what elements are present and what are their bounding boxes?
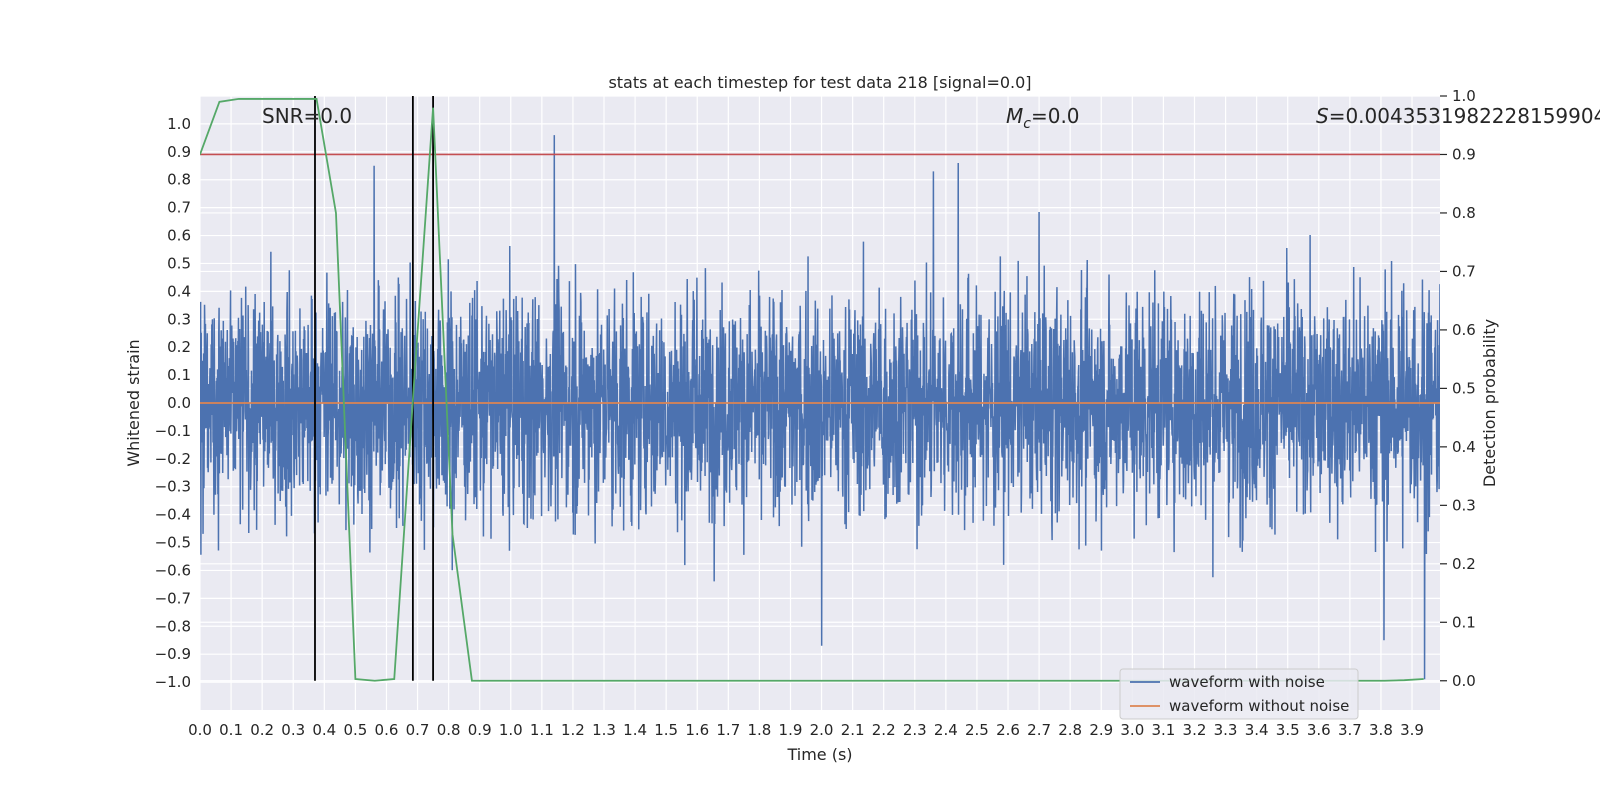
x-tick-label: 3.3 — [1214, 721, 1238, 739]
y-tick-label: 0.4 — [167, 282, 191, 300]
x-tick-label: 1.6 — [685, 721, 709, 739]
snr-annotation: SNR=0.0 — [262, 104, 352, 128]
legend-box — [1119, 668, 1359, 720]
x-tick-label: 2.6 — [996, 721, 1020, 739]
x-tick-label: 0.7 — [406, 721, 430, 739]
s-symbol: S — [1316, 104, 1329, 128]
y-tick-label: −1.0 — [155, 673, 191, 691]
x-tick-label: 2.5 — [965, 721, 989, 739]
y-tick-label: −0.3 — [155, 478, 191, 496]
x-tick-label: 3.1 — [1151, 721, 1175, 739]
mc-value: =0.0 — [1031, 104, 1080, 128]
x-tick-label: 1.2 — [561, 721, 585, 739]
x-tick-label: 0.6 — [375, 721, 399, 739]
y2-tick-label: 0.5 — [1452, 379, 1476, 397]
s-value: =0.0043531982228159904 — [1328, 104, 1600, 128]
y-tick-label: 0.1 — [167, 366, 191, 384]
mc-symbol: M — [1006, 104, 1023, 128]
y2-tick-label: 0.4 — [1452, 438, 1476, 456]
x-tick-label: 3.4 — [1245, 721, 1269, 739]
x-tick-label: 1.0 — [499, 721, 523, 739]
x-tick-label: 0.0 — [188, 721, 212, 739]
x-tick-label: 2.9 — [1089, 721, 1113, 739]
y-tick-label: −0.6 — [155, 561, 191, 579]
x-tick-label: 0.1 — [219, 721, 243, 739]
x-axis-label: Time (s) — [786, 745, 852, 764]
x-tick-label: 2.8 — [1058, 721, 1082, 739]
x-tick-label: 2.7 — [1027, 721, 1051, 739]
x-tick-label: 0.5 — [343, 721, 367, 739]
x-tick-label: 0.4 — [312, 721, 336, 739]
y2-tick-label: 0.8 — [1452, 204, 1476, 222]
x-tick-label: 3.9 — [1400, 721, 1424, 739]
x-tick-label: 0.8 — [437, 721, 461, 739]
y-tick-label: −0.5 — [155, 534, 191, 552]
x-tick-label: 3.7 — [1338, 721, 1362, 739]
legend-label-noise: waveform with noise — [1169, 673, 1325, 691]
chart-title: stats at each timestep for test data 218… — [608, 73, 1031, 92]
y-tick-label: 0.2 — [167, 338, 191, 356]
y-tick-label: −0.4 — [155, 506, 191, 524]
y-tick-label: 1.0 — [167, 115, 191, 133]
y2-tick-label: 1.0 — [1452, 87, 1476, 105]
x-tick-label: 0.9 — [468, 721, 492, 739]
legend-label-clean: waveform without noise — [1169, 697, 1349, 715]
x-tick-label: 1.7 — [716, 721, 740, 739]
mc-subscript: c — [1023, 116, 1031, 132]
x-tick-label: 1.9 — [779, 721, 803, 739]
x-tick-label: 3.8 — [1369, 721, 1393, 739]
y2-tick-label: 0.3 — [1452, 496, 1476, 514]
legend: waveform with noise waveform without noi… — [1119, 668, 1359, 720]
x-tick-label: 3.0 — [1120, 721, 1144, 739]
x-tick-label: 2.3 — [903, 721, 927, 739]
y2-tick-label: 0.0 — [1452, 672, 1476, 690]
y-tick-label: −0.1 — [155, 422, 191, 440]
x-tick-label: 2.1 — [841, 721, 865, 739]
y-tick-label: 0.9 — [167, 143, 191, 161]
x-tick-label: 1.4 — [623, 721, 647, 739]
y-tick-label: 0.8 — [167, 171, 191, 189]
x-tick-label: 1.8 — [747, 721, 771, 739]
y-tick-label: −0.8 — [155, 617, 191, 635]
mc-annotation: Mc=0.0 — [1006, 104, 1080, 132]
y2-axis-label: Detection probability — [1480, 319, 1499, 487]
y-tick-label: −0.7 — [155, 589, 191, 607]
x-tick-label: 2.0 — [810, 721, 834, 739]
x-tick-label: 1.1 — [530, 721, 554, 739]
x-tick-label: 3.5 — [1276, 721, 1300, 739]
ticks: 0.0 0.1 0.2 0.3 0.4 0.5 0.6 0.7 0.8 0.9 1.0 1.1 1.2 1… — [155, 87, 1476, 739]
x-tick-label: 3.6 — [1307, 721, 1331, 739]
x-tick-label: 2.2 — [872, 721, 896, 739]
y-tick-label: −0.9 — [155, 645, 191, 663]
x-tick-label: 0.2 — [250, 721, 274, 739]
y-tick-label: 0.5 — [167, 254, 191, 272]
x-tick-label: 2.4 — [934, 721, 958, 739]
s-annotation: S=0.0043531982228159904 — [1316, 101, 1600, 131]
y2-tick-label: 0.2 — [1452, 555, 1476, 573]
x-tick-label: 1.5 — [654, 721, 678, 739]
y2-tick-label: 0.1 — [1452, 613, 1476, 631]
x-tick-label: 0.3 — [281, 721, 305, 739]
y-tick-label: 0.3 — [167, 310, 191, 328]
y-tick-label: 0.0 — [167, 394, 191, 412]
y2-tick-label: 0.9 — [1452, 145, 1476, 163]
x-tick-label: 3.2 — [1183, 721, 1207, 739]
y-tick-label: 0.6 — [167, 227, 191, 245]
y2-tick-label: 0.7 — [1452, 262, 1476, 280]
y-tick-label: −0.2 — [155, 450, 191, 468]
y2-tick-label: 0.6 — [1452, 321, 1476, 339]
y-tick-label: 0.7 — [167, 199, 191, 217]
x-tick-label: 1.3 — [592, 721, 616, 739]
y-axis-label: Whitened strain — [124, 339, 143, 466]
